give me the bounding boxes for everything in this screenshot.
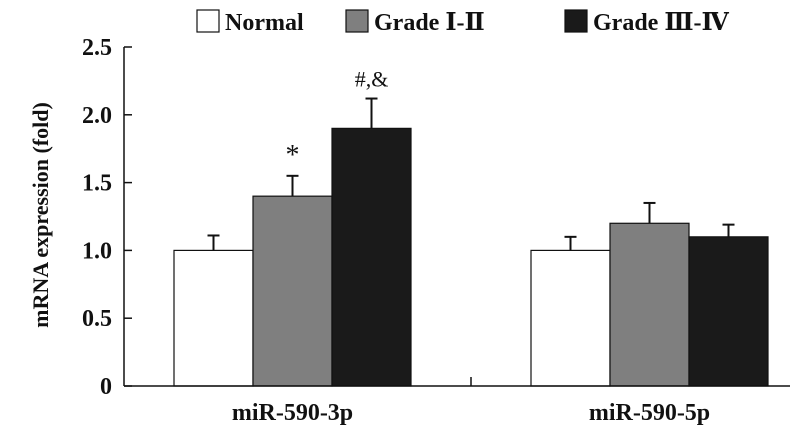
- x-axis: miR-590-3p miR-590-5p: [124, 377, 790, 426]
- legend-swatch: [196, 9, 220, 33]
- bars: [173, 127, 769, 387]
- bar: [609, 222, 690, 387]
- y-tick-label: 1.5: [82, 171, 112, 197]
- y-tick-label: 2.5: [82, 35, 112, 61]
- bar: [688, 236, 769, 387]
- x-tick-label: miR-590-3p: [232, 400, 353, 426]
- significance-annotation: *: [286, 140, 300, 171]
- bar: [530, 249, 611, 387]
- x-tick-label: miR-590-5p: [589, 400, 710, 426]
- legend: Normal Grade Ⅰ-Ⅱ Grade Ⅲ-Ⅳ: [196, 9, 730, 36]
- significance-annotation: #,&: [355, 67, 389, 92]
- legend-label: Normal: [225, 10, 304, 36]
- legend-label: Grade Ⅲ-Ⅳ: [593, 10, 730, 36]
- y-tick-label: 2.0: [82, 103, 112, 129]
- y-tick-label: 0.5: [82, 306, 112, 332]
- bar: [331, 127, 412, 387]
- legend-swatch: [564, 9, 588, 33]
- y-tick-label: 1.0: [82, 238, 112, 264]
- legend-swatch: [345, 9, 369, 33]
- bar: [173, 249, 254, 387]
- y-axis: 0 0.5 1.0 1.5 2.0 2.5: [82, 35, 132, 400]
- y-axis-label: mRNA expression (fold): [28, 102, 53, 328]
- y-tick-label: 0: [100, 374, 112, 400]
- legend-label: Grade Ⅰ-Ⅱ: [374, 10, 485, 36]
- error-bars: [207, 97, 735, 251]
- significance-annotations: * #,&: [286, 67, 389, 171]
- bar: [252, 195, 333, 387]
